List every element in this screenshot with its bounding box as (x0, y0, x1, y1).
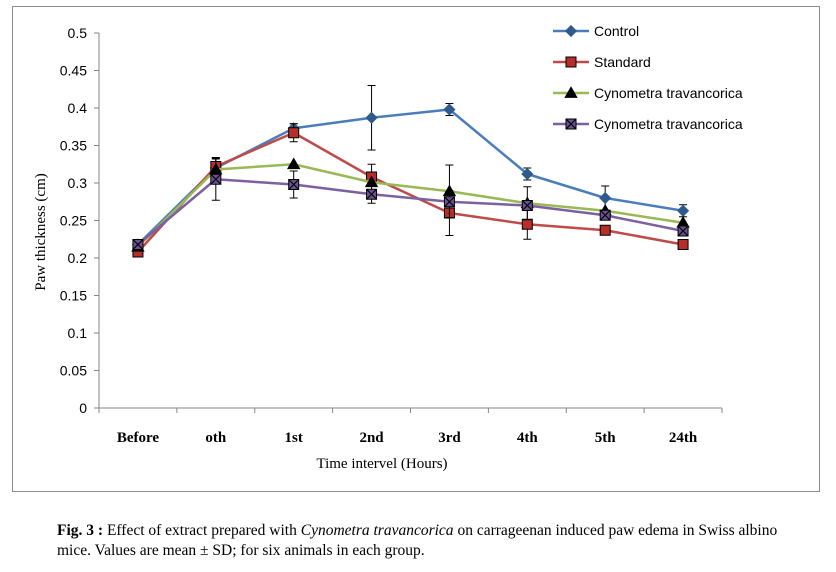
legend-marker (565, 118, 577, 130)
data-point (521, 200, 533, 211)
data-point (599, 209, 611, 221)
series-4 (132, 157, 689, 250)
y-axis-title: Paw thickness (cm) (33, 173, 49, 290)
y-tick-label: 0 (79, 400, 87, 416)
x-tick-label: 4th (517, 430, 538, 446)
y-tick-label: 0.05 (60, 363, 87, 379)
series-line (137, 178, 684, 246)
marker-cross (366, 188, 377, 200)
data-point (132, 239, 144, 250)
y-tick-label: 0.3 (68, 175, 88, 191)
x-tick-label: oth (205, 430, 226, 446)
line-chart: 0 0.05 0.1 0.15 0.2 0.25 0.3 0.35 0.4 0.45 0.5 Bef… (33, 23, 743, 472)
marker-cross (444, 196, 455, 208)
x-axis-title: Time intervel (Hours) (316, 456, 447, 472)
series-line (137, 131, 684, 253)
legend-label: Cynometra travancorica (594, 116, 743, 132)
data-point (521, 167, 534, 181)
data-point (288, 179, 300, 190)
marker-cross (210, 173, 222, 185)
data-point (365, 111, 378, 124)
legend-item: Control (553, 23, 639, 39)
data-point (288, 127, 300, 139)
legend-label: Standard (594, 54, 651, 70)
figure-label: Fig. 3 : (57, 522, 104, 539)
data-point (286, 157, 301, 170)
legend-label: Cynometra travancorica (594, 85, 743, 101)
legend-marker (565, 56, 577, 68)
x-tick-label: Before (117, 430, 160, 446)
y-tick-label: 0.45 (60, 63, 87, 79)
legend-marker (564, 86, 578, 98)
y-axis-ticks: 0 0.05 0.1 0.15 0.2 0.25 0.3 0.35 0.4 0.45 0.5 (60, 25, 99, 416)
marker-cross (565, 118, 577, 130)
marker-cross (599, 209, 611, 221)
y-tick-label: 0.15 (60, 288, 87, 304)
x-tick-label: 24th (669, 430, 698, 446)
data-point (210, 173, 222, 185)
legend: Control Standard Cynometra travancorica Cyn… (553, 23, 743, 132)
data-point (676, 204, 690, 217)
data-point (599, 191, 612, 205)
marker-cross (288, 179, 300, 190)
legend-item: Standard (553, 54, 651, 70)
legend-item: Cynometra travancorica (553, 85, 743, 101)
data-point (599, 224, 611, 236)
marker-cross (132, 239, 144, 250)
y-tick-label: 0.4 (68, 100, 88, 116)
x-axis-ticks: Before oth 1st 2nd 3rd 4th 5th 24th (98, 408, 723, 446)
legend-item: Cynometra travancorica (553, 116, 743, 132)
x-tick-label: 2nd (359, 430, 384, 446)
data-point (677, 225, 689, 237)
caption-text-start: Effect of extract prepared with (103, 522, 301, 539)
x-tick-label: 1st (285, 430, 303, 446)
x-tick-label: 3rd (438, 430, 461, 446)
data-point (442, 184, 457, 197)
y-tick-label: 0.2 (68, 250, 88, 266)
y-tick-label: 0.1 (68, 325, 88, 341)
x-tick-label: 5th (595, 430, 616, 446)
data-point (366, 188, 378, 200)
axes (98, 33, 722, 409)
caption-text-end: on carrageenan induced paw edema in Swis… (57, 522, 778, 559)
series-layer (131, 85, 690, 258)
data-point (443, 196, 455, 208)
marker-cross (677, 225, 689, 237)
data-point (677, 239, 689, 250)
chart-frame: 0 0.05 0.1 0.15 0.2 0.25 0.3 0.35 0.4 0.45 0.5 Bef… (12, 6, 820, 492)
legend-label: Control (594, 23, 639, 39)
data-point (521, 218, 533, 230)
y-tick-label: 0.5 (68, 25, 88, 41)
data-point (443, 103, 456, 116)
y-tick-label: 0.25 (60, 213, 87, 229)
y-tick-label: 0.35 (60, 138, 87, 154)
caption-species-name: Cynometra travancorica (300, 522, 454, 539)
figure-caption: Fig. 3 : Effect of extract prepared with… (57, 521, 797, 561)
marker-cross (521, 200, 533, 211)
legend-marker (564, 24, 578, 38)
series-line (137, 163, 684, 248)
